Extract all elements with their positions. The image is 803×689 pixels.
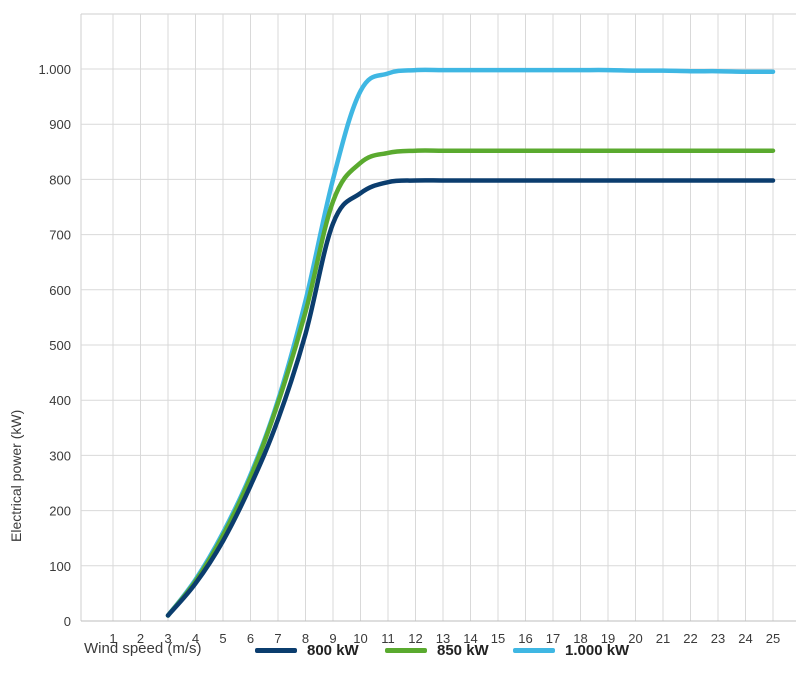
- y-tick-label: 1.000: [38, 62, 71, 77]
- y-tick-label: 100: [49, 559, 71, 574]
- x-tick-label: 5: [219, 631, 226, 646]
- x-tick-label: 9: [329, 631, 336, 646]
- series-line-1: [165, 148, 776, 618]
- x-tick-label: 7: [274, 631, 281, 646]
- legend-swatch-850: [385, 648, 427, 653]
- x-tick-label: 15: [491, 631, 505, 646]
- series-line-0: [165, 178, 776, 618]
- x-axis-label: Wind speed (m/s): [84, 640, 202, 657]
- y-tick-label: 700: [49, 228, 71, 243]
- y-axis-label: Electrical power (kW): [8, 410, 24, 542]
- x-tick-label: 8: [302, 631, 309, 646]
- x-tick-label: 25: [766, 631, 780, 646]
- y-tick-label: 0: [64, 614, 71, 629]
- x-tick-label: 11: [381, 631, 395, 646]
- x-tick-label: 10: [353, 631, 367, 646]
- x-tick-label: 12: [408, 631, 422, 646]
- x-tick-label: 13: [436, 631, 450, 646]
- y-tick-label: 300: [49, 448, 71, 463]
- y-axis-ticks: 0 100 200 300 400 500 600 700 800 900 1.000: [38, 62, 71, 629]
- legend-swatch-800: [255, 648, 297, 653]
- series-lines: [165, 67, 776, 618]
- legend-label-1000: 1.000 kW: [565, 642, 630, 659]
- y-tick-label: 500: [49, 338, 71, 353]
- legend-label-850: 850 kW: [437, 642, 489, 659]
- y-tick-label: 600: [49, 283, 71, 298]
- y-tick-label: 800: [49, 172, 71, 187]
- legend-item-800: 800 kW: [255, 642, 359, 659]
- x-tick-label: 4: [192, 631, 199, 646]
- x-tick-label: 6: [247, 631, 254, 646]
- x-axis-ticks: 1 2 3 4 5 6 7 8 9 10 11 12 13 14 15 16 17 18 19 20 21 22 23 24 2…: [109, 631, 780, 646]
- y-tick-label: 400: [49, 393, 71, 408]
- y-tick-label: 900: [49, 117, 71, 132]
- x-tick-label: 1: [109, 631, 116, 646]
- legend-label-800: 800 kW: [307, 642, 359, 659]
- y-tick-label: 200: [49, 504, 71, 519]
- x-tick-label: 19: [601, 631, 615, 646]
- x-tick-label: 14: [463, 631, 477, 646]
- x-tick-label: 3: [164, 631, 171, 646]
- legend-swatch-1000: [513, 648, 555, 653]
- legend-item-850: 850 kW: [385, 642, 489, 659]
- x-tick-label: 2: [137, 631, 144, 646]
- x-tick-label: 17: [546, 631, 560, 646]
- x-tick-label: 23: [711, 631, 725, 646]
- x-tick-label: 18: [573, 631, 587, 646]
- x-tick-label: 21: [656, 631, 670, 646]
- legend-item-1000: 1.000 kW: [513, 642, 629, 659]
- x-tick-label: 20: [628, 631, 642, 646]
- grid: [80, 13, 796, 622]
- x-tick-label: 22: [683, 631, 697, 646]
- x-tick-label: 16: [518, 631, 532, 646]
- x-tick-label: 24: [738, 631, 752, 646]
